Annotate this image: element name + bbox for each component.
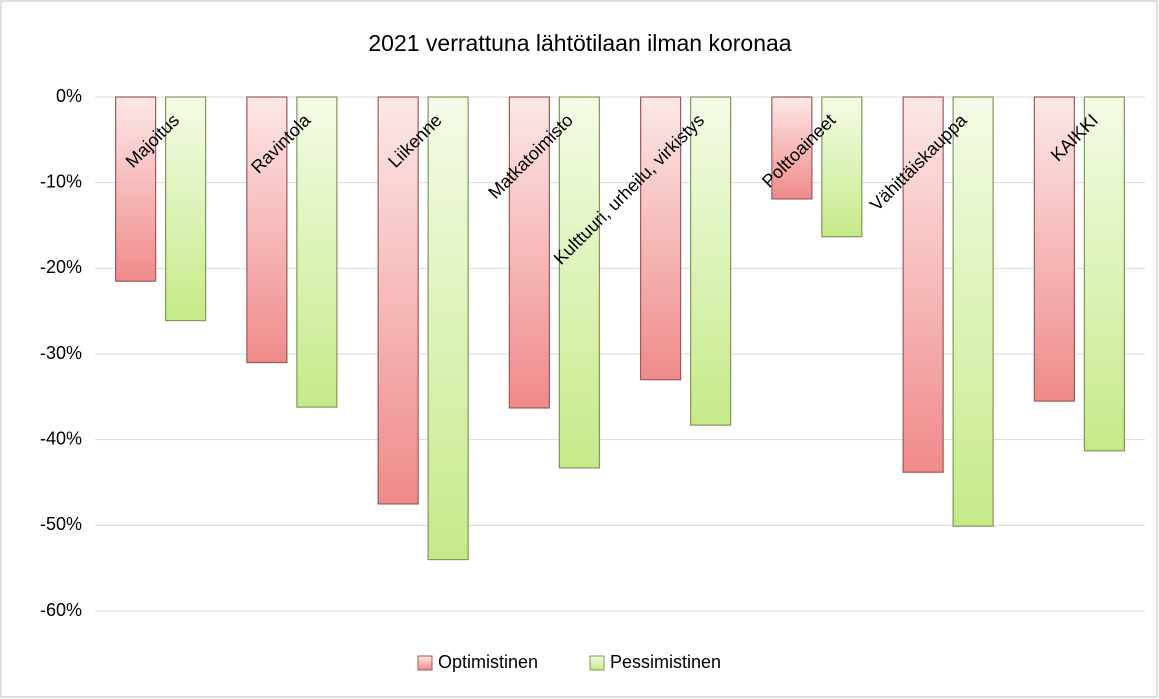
bar bbox=[115, 96, 157, 282]
legend-label: Optimistinen bbox=[438, 652, 538, 672]
y-tick-label: 0% bbox=[56, 86, 82, 106]
chart-title: 2021 verrattuna lähtötilaan ilman korona… bbox=[368, 30, 791, 56]
bar bbox=[821, 96, 863, 238]
bar bbox=[1033, 96, 1075, 402]
bar bbox=[771, 96, 813, 200]
bar bbox=[165, 96, 207, 322]
bar bbox=[296, 96, 338, 408]
bar bbox=[1083, 96, 1125, 452]
legend-label: Pessimistinen bbox=[610, 652, 721, 672]
bar bbox=[508, 96, 550, 409]
y-tick-label: -20% bbox=[40, 257, 82, 277]
y-tick-label: -60% bbox=[40, 600, 82, 620]
bar bbox=[690, 96, 732, 426]
bar bbox=[246, 96, 288, 364]
bar bbox=[902, 96, 944, 473]
y-tick-label: -50% bbox=[40, 514, 82, 534]
y-tick-label: -40% bbox=[40, 428, 82, 448]
bar bbox=[640, 96, 682, 381]
legend-swatch bbox=[589, 655, 605, 671]
bar bbox=[377, 96, 419, 505]
y-tick-label: -30% bbox=[40, 343, 82, 363]
bar bbox=[558, 96, 600, 469]
bar bbox=[952, 96, 994, 527]
bar bbox=[427, 96, 469, 561]
y-tick-label: -10% bbox=[40, 171, 82, 191]
legend-swatch bbox=[417, 655, 433, 671]
